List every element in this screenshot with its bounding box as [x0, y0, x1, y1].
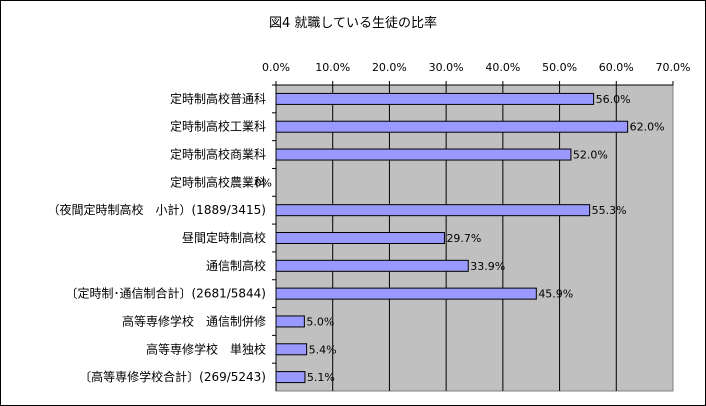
chart-title: 図4 就職している生徒の比率 — [269, 15, 437, 31]
bar — [275, 315, 305, 328]
value-label: 56.0% — [596, 93, 631, 106]
value-label: 0% — [255, 176, 272, 189]
bar — [275, 232, 445, 244]
value-label: 52.0% — [573, 149, 608, 162]
tick-label: 20.0% — [372, 61, 407, 74]
category-label: 定時制高校工業科 — [170, 119, 266, 134]
value-label: 5.0% — [306, 315, 334, 328]
category-label: 定時制高校商業科 — [170, 147, 266, 162]
tick-label: 0.0% — [262, 61, 290, 74]
value-label: 5.1% — [307, 371, 335, 384]
category-label: 定時制高校普通科 — [170, 91, 266, 106]
tick-label: 50.0% — [542, 61, 577, 74]
category-label: （夜間定時制高校 小計）(1889/3415) — [48, 202, 267, 217]
value-label: 5.4% — [309, 343, 337, 356]
tick-label: 40.0% — [485, 61, 520, 74]
bar — [275, 204, 591, 217]
bar — [275, 287, 537, 300]
bar — [275, 343, 308, 356]
value-label: 45.9% — [538, 288, 573, 301]
tick-label: 10.0% — [315, 61, 350, 74]
bar — [275, 120, 629, 133]
tick-label: 60.0% — [599, 61, 634, 74]
bar — [275, 148, 572, 161]
category-label: 高等専修学校 単独校 — [146, 341, 266, 356]
tick-label: 30.0% — [429, 61, 464, 74]
tick-label: 70.0% — [656, 61, 691, 74]
category-label: 通信制高校 — [206, 258, 266, 273]
value-label: 29.7% — [446, 232, 481, 245]
bar — [275, 92, 595, 105]
category-label: 定時制高校農業科 — [170, 174, 266, 189]
category-label: 高等専修学校 通信制併修 — [122, 313, 266, 328]
value-label: 55.3% — [592, 204, 627, 217]
value-label: 62.0% — [630, 121, 665, 134]
bar — [275, 259, 469, 272]
category-label: 昼間定時制高校 — [182, 230, 266, 245]
bar — [275, 371, 306, 384]
category-label: 〔高等専修学校合計〕(269/5243) — [79, 369, 266, 384]
value-label: 33.9% — [470, 260, 505, 273]
category-label: 〔定時制･通信制合計〕(2681/5844) — [66, 286, 267, 301]
